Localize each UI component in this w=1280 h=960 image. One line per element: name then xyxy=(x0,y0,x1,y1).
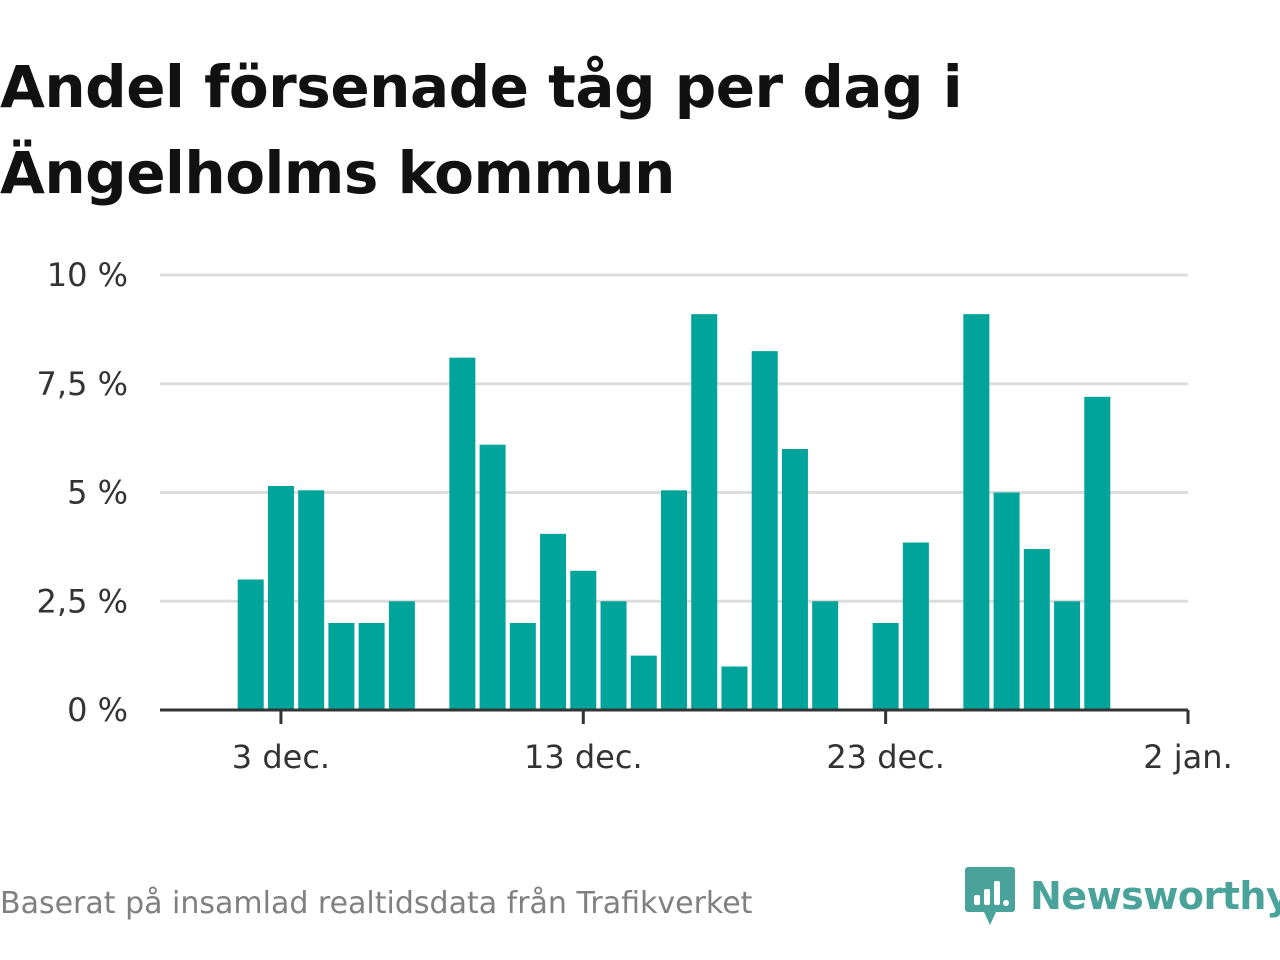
bar xyxy=(1023,549,1050,710)
brand-name: Newsworthy xyxy=(1030,874,1280,918)
bar xyxy=(630,655,657,710)
bar xyxy=(721,666,748,710)
bar xyxy=(267,485,294,710)
y-tick-label: 10 % xyxy=(47,256,128,294)
y-tick-label: 7,5 % xyxy=(37,365,128,403)
chart-title: Andel försenade tåg per dag i Ängelholms… xyxy=(0,53,963,207)
bar xyxy=(902,542,929,710)
source-note: Baserat på insamlad realtidsdata från Tr… xyxy=(0,886,753,921)
x-tick-label: 13 dec. xyxy=(524,738,643,776)
bar xyxy=(812,601,839,710)
bar-chart-speech-bubble-icon xyxy=(965,867,1015,925)
bar xyxy=(479,444,506,710)
bar xyxy=(691,314,718,710)
bar xyxy=(449,357,476,710)
bar xyxy=(570,570,597,710)
bar xyxy=(872,623,899,710)
bar xyxy=(660,490,688,710)
bar xyxy=(388,601,415,710)
bar xyxy=(237,579,264,710)
bar xyxy=(781,449,808,710)
bar xyxy=(298,490,325,710)
bar xyxy=(1054,601,1081,710)
bar xyxy=(540,533,567,710)
x-axis: 3 dec. 13 dec. 23 dec. 2 jan. xyxy=(160,708,1233,776)
bar xyxy=(328,623,355,710)
bar-chart: 0 % 2,5 % 5 % 7,5 % 10 % 3 dec. 13 dec. 23 dec… xyxy=(37,256,1233,776)
y-axis-labels: 0 % 2,5 % 5 % 7,5 % 10 % xyxy=(37,256,128,729)
bar xyxy=(751,351,778,710)
bar xyxy=(1084,396,1111,710)
bars xyxy=(237,314,1111,710)
bar xyxy=(358,623,385,710)
y-tick-label: 0 % xyxy=(67,691,128,729)
x-tick-label: 2 jan. xyxy=(1143,738,1232,776)
bar xyxy=(993,492,1020,710)
bar xyxy=(963,314,990,710)
x-tick-label: 23 dec. xyxy=(826,738,945,776)
x-tick-label: 3 dec. xyxy=(232,738,330,776)
y-tick-label: 2,5 % xyxy=(37,582,128,620)
y-tick-label: 5 % xyxy=(67,474,128,512)
bar xyxy=(509,623,536,710)
bar xyxy=(600,601,627,710)
brand-logo: Newsworthy xyxy=(964,864,1280,928)
